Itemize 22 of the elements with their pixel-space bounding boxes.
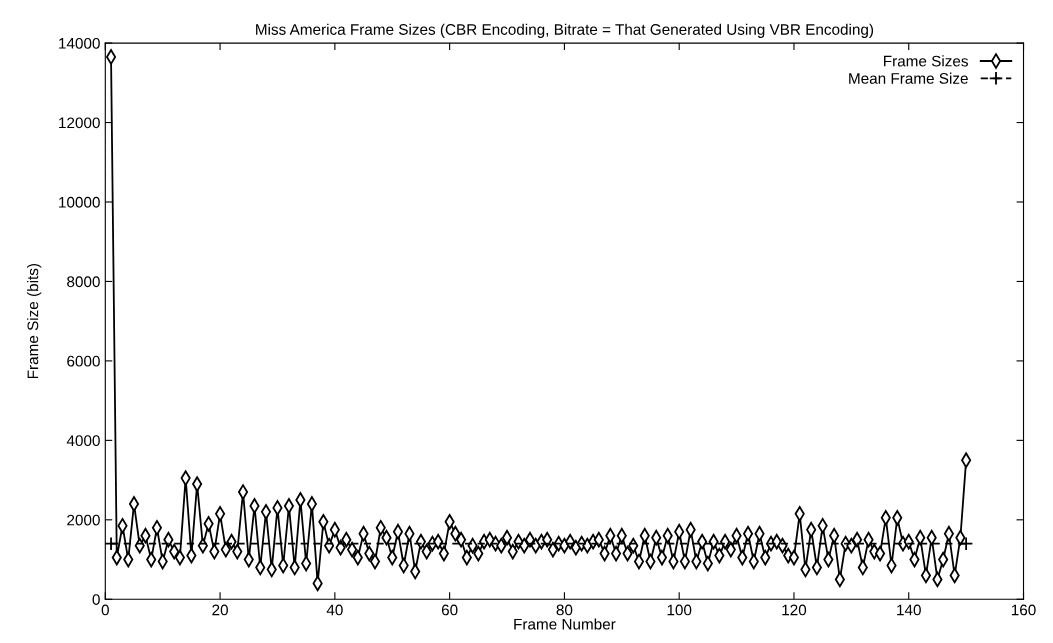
x-tick-label: 120 [782, 604, 807, 616]
x-tick-label: 80 [556, 604, 573, 616]
y-tick-label: 8000 [67, 276, 100, 288]
x-tick-label: 100 [667, 604, 692, 616]
x-tick-label: 140 [897, 604, 921, 616]
x-tick-label: 20 [212, 604, 228, 616]
x-tick-label: 160 [1011, 604, 1036, 616]
chart-title: Miss America Frame Sizes (CBR Encoding, Bitrate = That Generated Using VBR Encoding) [256, 23, 874, 38]
y-axis-title: Frame Size (bits) [27, 263, 42, 379]
legend-label: Mean Frame Size [849, 72, 968, 84]
x-tick-label: 0 [101, 604, 109, 616]
y-tick-label: 4000 [66, 435, 100, 447]
x-axis-title: Frame Number [514, 618, 616, 630]
x-tick-label: 60 [441, 604, 458, 616]
x-tick-label: 40 [326, 604, 343, 616]
y-tick-label: 2000 [67, 514, 100, 526]
legend-label: Frame Sizes [884, 55, 968, 67]
y-tick-label: 0 [92, 594, 100, 605]
y-tick-label: 10000 [59, 196, 100, 208]
y-tick-label: 6000 [67, 355, 100, 367]
y-tick-label: 12000 [59, 117, 100, 129]
y-tick-label: 14000 [59, 37, 100, 49]
